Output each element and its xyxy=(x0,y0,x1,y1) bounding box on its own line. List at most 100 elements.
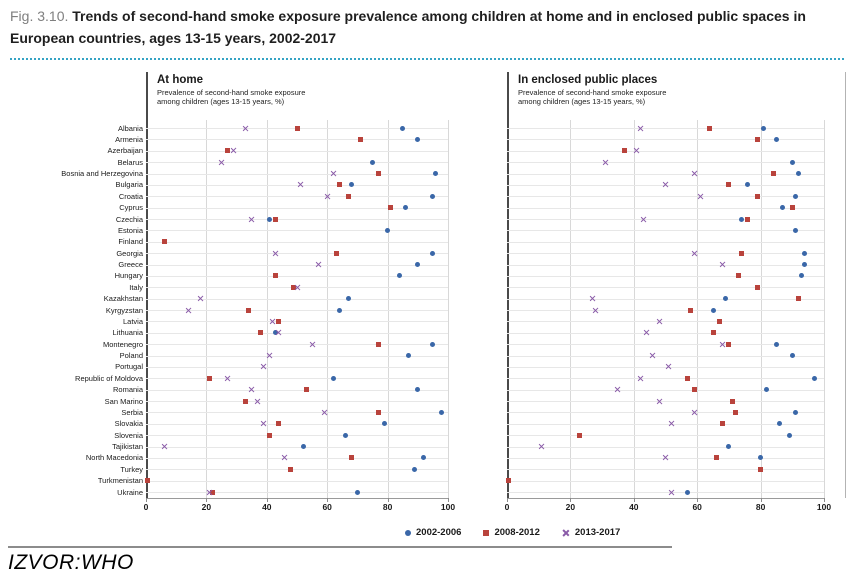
marker-2013-2017 xyxy=(640,216,647,223)
marker-2013-2017 xyxy=(665,363,672,370)
marker-2002-2006 xyxy=(802,262,808,267)
marker-2008-2012 xyxy=(754,284,760,290)
gridline xyxy=(448,120,449,498)
marker-2002-2006 xyxy=(761,125,767,131)
gridline xyxy=(824,120,825,498)
country-label: Finland xyxy=(118,237,143,247)
marker-2008-2012 xyxy=(506,478,512,484)
row-gridline xyxy=(507,230,824,232)
row-gridline xyxy=(507,469,824,471)
row-gridline xyxy=(146,457,448,459)
country-label: North Macedonia xyxy=(85,453,143,463)
marker-2013-2017 xyxy=(185,307,192,314)
marker-2002-2006 xyxy=(792,193,798,199)
source-note: IZVOR:WHO xyxy=(8,551,134,574)
marker-2013-2017 xyxy=(330,170,337,177)
axis-tick-label: 20 xyxy=(565,502,576,512)
marker-2013-2017 xyxy=(324,193,331,200)
row-gridline xyxy=(507,435,824,437)
row-gridline xyxy=(146,378,448,380)
country-label: Estonia xyxy=(117,225,143,235)
axis-tick xyxy=(266,498,268,502)
marker-2002-2006 xyxy=(300,444,306,449)
marker-2008-2012 xyxy=(288,466,294,472)
marker-2002-2006 xyxy=(430,193,436,199)
marker-2013-2017 xyxy=(281,454,288,461)
row-gridline xyxy=(507,355,824,357)
row-gridline xyxy=(507,298,824,300)
panel-subtitle-line: among children (ages 13-15 years, %) xyxy=(518,97,646,106)
marker-2008-2012 xyxy=(246,307,252,313)
marker-2008-2012 xyxy=(161,239,167,245)
marker-2008-2012 xyxy=(754,193,760,199)
legend: 2002-2006 2008-2012 2013-2017 xyxy=(405,527,620,538)
axis-tick xyxy=(448,498,449,502)
axis-tick xyxy=(507,498,508,502)
marker-2008-2012 xyxy=(735,273,741,279)
marker-2002-2006 xyxy=(433,171,439,176)
marker-2002-2006 xyxy=(415,262,421,267)
marker-2013-2017 xyxy=(656,398,663,405)
country-label: Serbia xyxy=(121,407,143,417)
country-label: Ukraine xyxy=(117,487,143,497)
row-gridline xyxy=(146,355,448,357)
gridline xyxy=(760,120,762,498)
marker-2002-2006 xyxy=(439,409,445,415)
marker-2013-2017 xyxy=(697,193,704,200)
marker-2013-2017 xyxy=(719,341,726,348)
gridline xyxy=(697,120,699,498)
country-label: Turkmenistan xyxy=(97,476,143,486)
marker-2013-2017 xyxy=(662,181,669,188)
gridline xyxy=(633,120,635,498)
left-panel-axis-line xyxy=(146,72,148,498)
marker-2013-2017 xyxy=(272,250,279,257)
marker-2013-2017 xyxy=(269,318,276,325)
country-label: Belarus xyxy=(117,157,143,167)
marker-2002-2006 xyxy=(345,296,351,302)
marker-2013-2017 xyxy=(242,125,249,132)
country-label: Georgia xyxy=(116,248,143,258)
marker-2013-2017 xyxy=(662,454,669,461)
marker-2008-2012 xyxy=(345,193,351,199)
gridline xyxy=(266,120,268,498)
marker-2002-2006 xyxy=(786,432,792,438)
country-label: Kazakhstan xyxy=(103,294,143,304)
marker-2013-2017 xyxy=(260,420,267,427)
marker-2008-2012 xyxy=(739,250,745,256)
marker-2008-2012 xyxy=(294,125,300,131)
gridline xyxy=(206,120,208,498)
row-gridline xyxy=(507,253,824,255)
row-gridline xyxy=(507,219,824,220)
row-gridline xyxy=(146,139,448,141)
marker-2008-2012 xyxy=(303,387,309,393)
row-gridline xyxy=(146,401,448,402)
marker-2008-2012 xyxy=(716,318,722,324)
marker-2013-2017 xyxy=(248,386,255,393)
marker-2002-2006 xyxy=(348,182,354,188)
marker-2013-2017 xyxy=(260,363,267,370)
marker-2002-2006 xyxy=(385,227,391,233)
legend-label: 2002-2006 xyxy=(416,527,462,538)
marker-2002-2006 xyxy=(739,216,745,222)
row-gridline xyxy=(507,150,824,152)
marker-2002-2006 xyxy=(802,250,808,256)
row-gridline xyxy=(146,264,448,266)
country-label: Tajikistan xyxy=(112,442,143,451)
marker-2013-2017 xyxy=(206,489,213,496)
axis-tick xyxy=(206,498,208,502)
legend-item-2002-2006: 2002-2006 xyxy=(405,527,461,538)
marker-2002-2006 xyxy=(382,421,388,427)
axis-tick xyxy=(760,498,762,502)
row-gridline xyxy=(146,389,448,391)
marker-2008-2012 xyxy=(225,148,231,154)
marker-2008-2012 xyxy=(206,375,212,381)
marker-2002-2006 xyxy=(758,455,764,461)
row-gridline xyxy=(146,435,448,437)
row-gridline xyxy=(146,196,448,198)
marker-2008-2012 xyxy=(720,421,726,427)
row-gridline xyxy=(507,423,824,425)
row-gridline xyxy=(146,321,448,323)
row-gridline xyxy=(146,298,448,300)
row-gridline xyxy=(146,469,448,471)
marker-2013-2017 xyxy=(315,261,322,268)
